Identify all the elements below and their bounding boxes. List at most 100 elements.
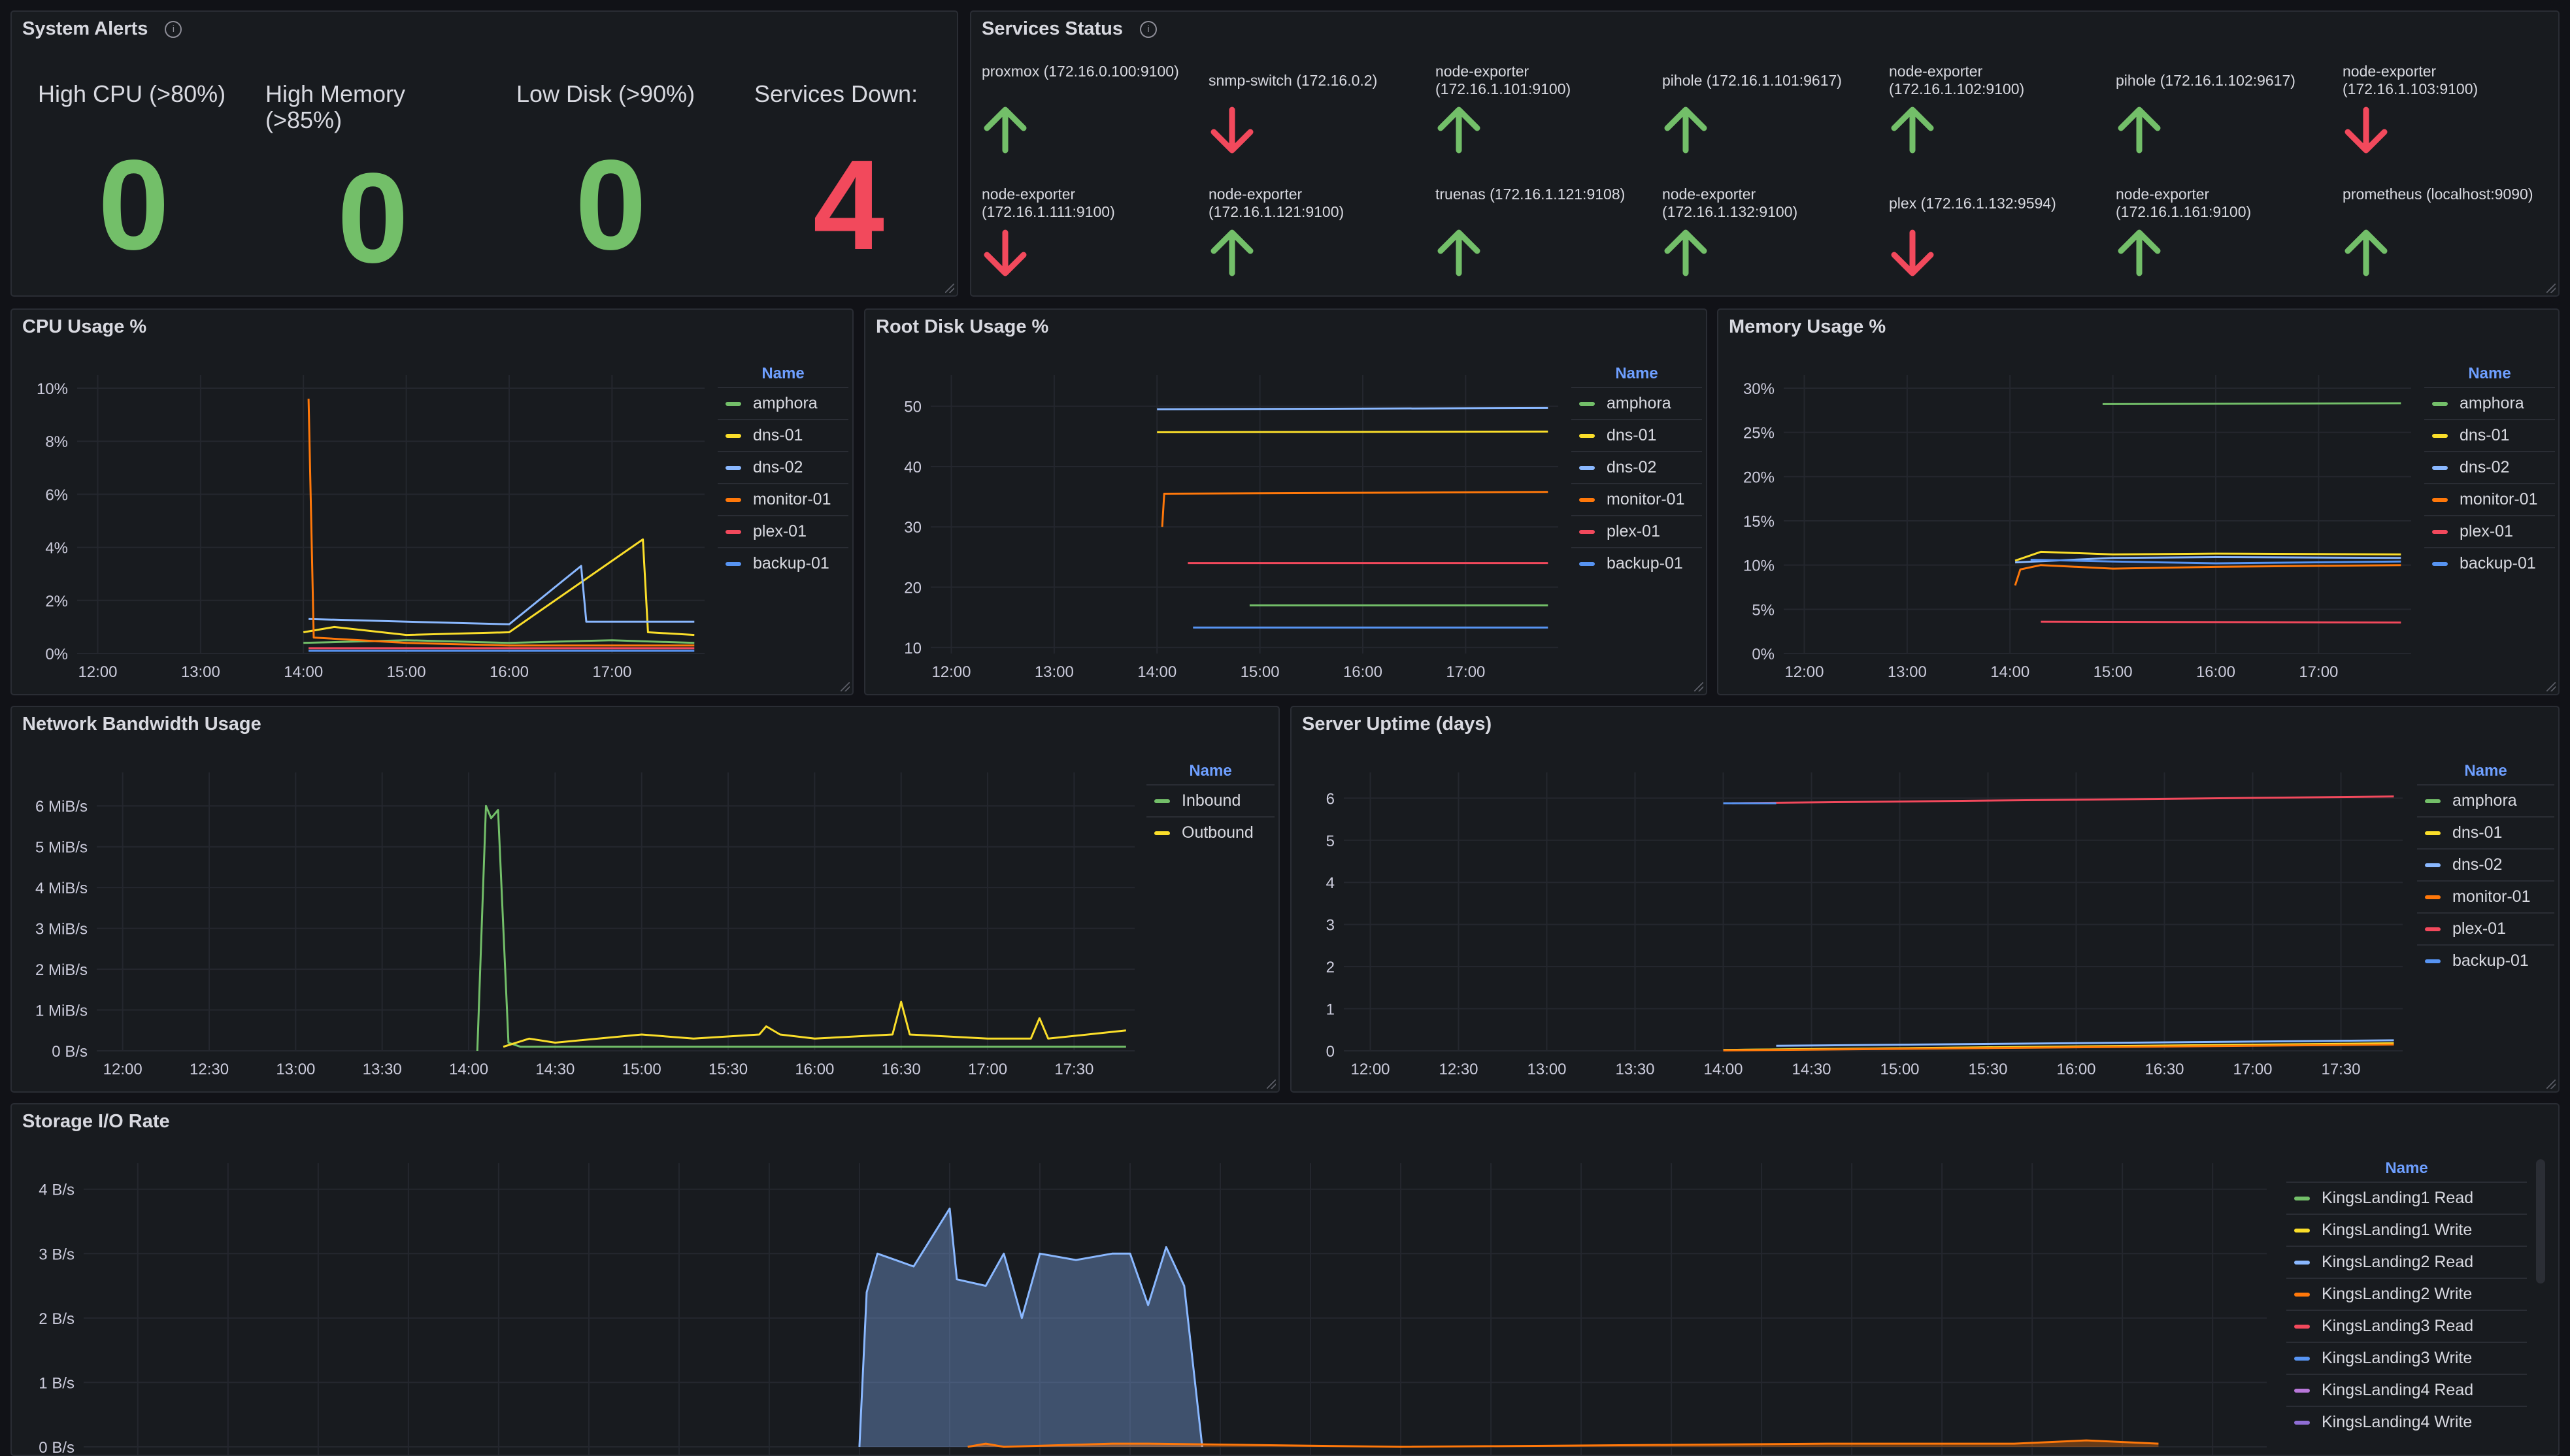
storage-io-rate-chart[interactable]: 0 B/s 1 B/s 2 B/s 3 B/s 4 B/s xyxy=(12,1104,2558,1455)
legend-item[interactable]: dns-02 xyxy=(2417,848,2554,880)
service-status-item[interactable]: prometheus (localhost:9090) xyxy=(2343,186,2552,276)
series-line xyxy=(858,1207,1203,1448)
resize-handle[interactable] xyxy=(2545,282,2556,293)
legend-item[interactable]: KingsLanding3 Read xyxy=(2286,1310,2527,1342)
legend-item[interactable]: KingsLanding2 Write xyxy=(2286,1278,2527,1310)
arrow-down-icon xyxy=(984,229,1027,276)
legend-item[interactable]: plex-01 xyxy=(2417,912,2554,944)
series-line xyxy=(2014,550,2401,562)
resize-handle[interactable] xyxy=(944,282,954,293)
network-bandwidth-chart[interactable]: 0 B/s 1 MiB/s 2 MiB/s 3 MiB/s 4 MiB/s 5 MiB/s… xyxy=(12,707,1278,1091)
legend-label: plex-01 xyxy=(2452,919,2506,938)
y-tick-label: 50 xyxy=(904,399,922,416)
server-uptime-chart[interactable]: 0 1 2 3 4 5 6 12:00 12:30 13:00 13:30 14:00 14:30 15:… xyxy=(1292,707,2558,1091)
legend-item[interactable]: dns-02 xyxy=(1571,451,1702,483)
resize-handle[interactable] xyxy=(1265,1078,1276,1089)
y-tick-label: 0% xyxy=(45,646,68,663)
y-tick-label: 4 B/s xyxy=(39,1182,75,1199)
series-line xyxy=(476,804,1126,1051)
resize-handle[interactable] xyxy=(839,681,850,691)
legend-swatch xyxy=(2425,927,2441,932)
service-status-item[interactable]: snmp-switch (172.16.0.2) xyxy=(1209,63,1418,154)
cpu-usage-chart[interactable]: 0% 2% 4% 6% 8% 10% 12:00 13:00 14:00 15:00 16:00 17… xyxy=(12,310,852,694)
legend-item[interactable]: Outbound xyxy=(1146,816,1275,848)
service-name: node-exporter (172.16.1.103:9100) xyxy=(2343,63,2478,97)
legend-item[interactable]: plex-01 xyxy=(2424,515,2555,547)
service-status-item[interactable]: node-exporter (172.16.1.132:9100) xyxy=(1662,186,1871,276)
arrow-up-icon xyxy=(2345,229,2388,276)
info-icon[interactable]: i xyxy=(1140,21,1158,39)
service-status-item[interactable]: node-exporter (172.16.1.101:9100) xyxy=(1435,63,1644,154)
legend-item[interactable]: plex-01 xyxy=(1571,515,1702,547)
service-status-item[interactable]: node-exporter (172.16.1.121:9100) xyxy=(1209,186,1418,276)
legend-item[interactable]: amphora xyxy=(1571,387,1702,419)
legend-item[interactable]: dns-01 xyxy=(1571,419,1702,451)
resize-handle[interactable] xyxy=(1693,681,1703,691)
legend-item[interactable]: plex-01 xyxy=(718,515,848,547)
legend-scrollbar[interactable] xyxy=(2536,1159,2545,1283)
service-name: plex (172.16.1.132:9594) xyxy=(1889,195,2056,212)
x-tick-label: 13:30 xyxy=(1615,1061,1654,1078)
root-disk-usage-chart[interactable]: 10 20 30 40 50 12:00 13:00 14:00 15:00 16:00 17:00 xyxy=(865,310,1706,694)
y-tick-label: 10% xyxy=(37,380,68,398)
legend-label: Outbound xyxy=(1182,823,1254,842)
info-icon[interactable]: i xyxy=(165,21,182,39)
service-status-item[interactable]: node-exporter (172.16.1.102:9100) xyxy=(1889,63,2098,154)
alert-value: 4 xyxy=(813,133,885,276)
legend-label: dns-01 xyxy=(2460,426,2510,444)
service-status-item[interactable]: truenas (172.16.1.121:9108) xyxy=(1435,186,1644,276)
x-tick-label: 14:00 xyxy=(1137,663,1177,681)
legend-item[interactable]: backup-01 xyxy=(2417,944,2554,976)
service-status-item[interactable]: plex (172.16.1.132:9594) xyxy=(1889,186,2098,276)
legend-item[interactable]: monitor-01 xyxy=(2417,880,2554,912)
legend-item[interactable]: KingsLanding2 Read xyxy=(2286,1246,2527,1278)
resize-handle[interactable] xyxy=(2545,681,2556,691)
service-status-item[interactable]: pihole (172.16.1.102:9617) xyxy=(2116,63,2325,154)
legend-header[interactable]: Name xyxy=(2468,365,2511,382)
legend-item[interactable]: dns-01 xyxy=(2417,816,2554,848)
legend-swatch xyxy=(726,402,741,406)
service-status-item[interactable]: proxmox (172.16.0.100:9100) xyxy=(982,63,1191,154)
y-tick-label: 2% xyxy=(45,593,68,610)
legend-header[interactable]: Name xyxy=(761,365,805,382)
y-tick-label: 10 xyxy=(904,640,922,657)
legend-item[interactable]: monitor-01 xyxy=(718,483,848,515)
series-line xyxy=(2102,402,2401,405)
service-status-item[interactable]: node-exporter (172.16.1.111:9100) xyxy=(982,186,1191,276)
panel-title: Storage I/O Rate xyxy=(22,1111,170,1132)
legend-item[interactable]: monitor-01 xyxy=(1571,483,1702,515)
legend-swatch xyxy=(726,562,741,567)
y-tick-label: 3 B/s xyxy=(39,1246,75,1263)
legend-item[interactable]: KingsLanding1 Read xyxy=(2286,1182,2527,1214)
y-tick-label: 0 B/s xyxy=(39,1439,75,1455)
legend-header[interactable]: Name xyxy=(1189,762,1232,780)
y-tick-label: 2 xyxy=(1326,959,1335,976)
legend-header[interactable]: Name xyxy=(2385,1159,2428,1177)
legend-item[interactable]: dns-02 xyxy=(718,451,848,483)
legend-item[interactable]: backup-01 xyxy=(2424,547,2555,579)
service-status-item[interactable]: node-exporter (172.16.1.161:9100) xyxy=(2116,186,2325,276)
legend-item[interactable]: dns-02 xyxy=(2424,451,2555,483)
legend-item[interactable]: amphora xyxy=(2424,387,2555,419)
memory-usage-chart[interactable]: 0% 5% 10% 15% 20% 25% 30% 12:00 13:00 14:00 15:00 1… xyxy=(1718,310,2558,694)
legend-item[interactable]: dns-01 xyxy=(2424,419,2555,451)
legend-item[interactable]: KingsLanding3 Write xyxy=(2286,1342,2527,1374)
legend-item[interactable]: KingsLanding4 Read xyxy=(2286,1374,2527,1406)
legend-header[interactable]: Name xyxy=(2464,762,2507,780)
legend-item[interactable]: monitor-01 xyxy=(2424,483,2555,515)
legend-item[interactable]: backup-01 xyxy=(718,547,848,579)
legend-item[interactable]: dns-01 xyxy=(718,419,848,451)
service-name: snmp-switch (172.16.0.2) xyxy=(1209,72,1378,89)
service-status-item[interactable]: node-exporter (172.16.1.103:9100) xyxy=(2343,63,2552,154)
legend-item[interactable]: KingsLanding1 Write xyxy=(2286,1214,2527,1246)
legend-item[interactable]: backup-01 xyxy=(1571,547,1702,579)
service-status-item[interactable]: pihole (172.16.1.101:9617) xyxy=(1662,63,1871,154)
legend-item[interactable]: Inbound xyxy=(1146,784,1275,816)
legend-label: backup-01 xyxy=(2452,951,2529,970)
legend-item[interactable]: amphora xyxy=(718,387,848,419)
resize-handle[interactable] xyxy=(2545,1078,2556,1089)
legend-item[interactable]: KingsLanding4 Write xyxy=(2286,1406,2527,1438)
legend-item[interactable]: amphora xyxy=(2417,784,2554,816)
x-tick-label: 13:00 xyxy=(276,1061,315,1078)
legend-header[interactable]: Name xyxy=(1615,365,1658,382)
